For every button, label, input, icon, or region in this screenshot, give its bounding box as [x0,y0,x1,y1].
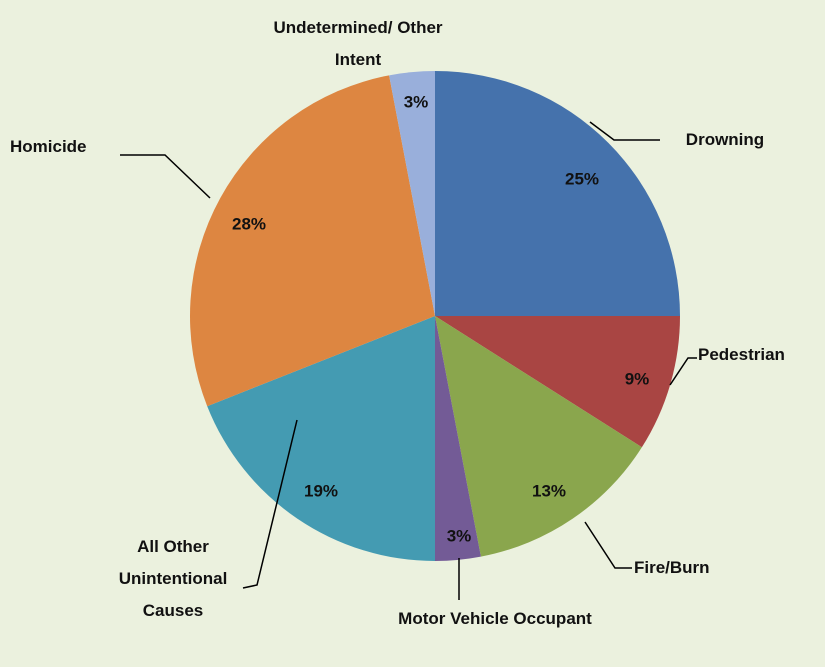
pie-slice [207,316,435,561]
category-label: Undetermined/ Other Intent [273,18,443,69]
pie-slice [435,316,481,561]
data-label: 25% [565,169,599,188]
leader-line [669,357,697,386]
category-label: Drowning [685,130,765,149]
pie-slice [389,71,435,316]
data-label: 3% [447,526,472,545]
data-label: 3% [404,92,429,111]
pie-slice [435,71,680,316]
category-label: All Other Unintentional Causes [118,537,228,620]
category-label: Motor Vehicle Occupant [398,609,592,628]
leader-line [584,521,632,569]
pie-slice [189,75,435,407]
pie-slice [435,316,680,448]
leader-line [589,121,660,141]
data-label: 19% [304,481,338,500]
data-label: 28% [232,214,266,233]
category-label: Fire/Burn [634,558,710,577]
pie-slice [435,316,642,557]
category-label: Homicide [10,137,87,156]
category-label: Pedestrian [698,345,785,364]
leader-line [120,154,211,199]
data-label: 13% [532,481,566,500]
data-label: 9% [625,369,650,388]
leader-line [242,419,298,589]
